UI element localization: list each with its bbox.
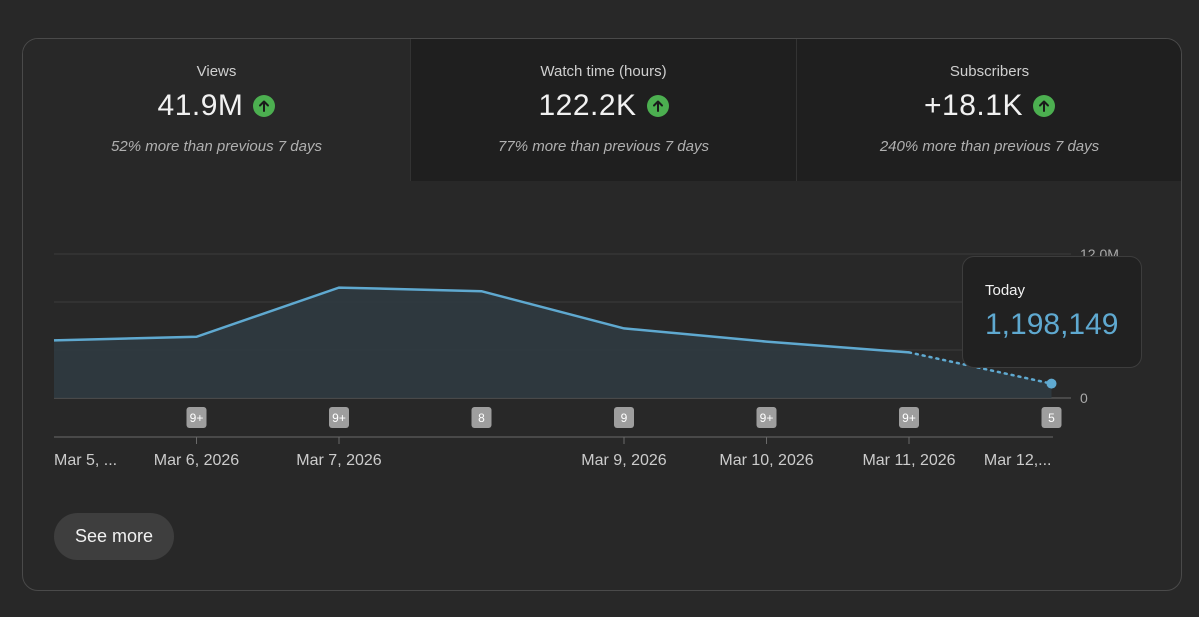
see-more-button[interactable]: See more [54, 513, 174, 560]
x-tick-label: Mar 5, ... [54, 452, 117, 469]
upload-marker-label: 9+ [760, 411, 774, 425]
x-tick-label: Mar 6, 2026 [154, 452, 239, 469]
x-tick-label: Mar 11, 2026 [862, 452, 955, 469]
upload-marker [329, 407, 349, 428]
area-fill [54, 287, 1052, 398]
x-tick-label: Mar 7, 2026 [296, 452, 381, 469]
series-line-partial [907, 351, 1053, 385]
tab-change: 77% more than previous 7 days [498, 138, 709, 155]
upload-marker [186, 407, 207, 428]
today-tooltip: Today 1,198,149 [962, 256, 1142, 368]
tab-change: 240% more than previous 7 days [879, 138, 1100, 155]
tab-label: Watch time (hours) [540, 63, 667, 80]
upload-marker-label: 8 [478, 411, 485, 425]
x-tick-label: Mar 10, 2026 [719, 452, 813, 469]
series-line [53, 286, 910, 354]
upload-marker [756, 407, 777, 428]
x-tick-label: Mar 9, 2026 [581, 452, 666, 469]
upload-marker [614, 407, 634, 428]
upload-marker-label: 9+ [190, 411, 204, 425]
tab-label: Views [196, 63, 237, 80]
upload-marker-label: 9+ [332, 411, 346, 425]
tab-value: 41.9M [157, 89, 244, 122]
arrow-up-icon [1032, 95, 1055, 117]
upload-marker [1041, 407, 1062, 428]
tab-value: 122.2K [538, 89, 637, 122]
tab-watch-time[interactable]: Watch time (hours) 122.2K 77% more than … [410, 39, 796, 181]
x-tick-label: Mar 12,... [984, 452, 1052, 469]
arrow-up-icon [646, 95, 669, 117]
arrow-up-icon [253, 95, 276, 117]
upload-marker-label: 9+ [902, 411, 916, 425]
tab-change: 52% more than previous 7 days [111, 138, 322, 155]
upload-marker [899, 407, 919, 428]
tooltip-label: Today [985, 282, 1026, 299]
upload-marker-label: 5 [1048, 411, 1055, 425]
tab-value: +18.1K [924, 89, 1023, 122]
upload-marker-label: 9 [621, 411, 628, 425]
tab-views[interactable]: Views 41.9M 52% more than previous 7 day… [23, 39, 410, 181]
upload-marker [471, 407, 492, 428]
tooltip-value: 1,198,149 [985, 308, 1119, 341]
y-tick-label: 0 [1080, 390, 1088, 406]
tab-subscribers[interactable]: Subscribers +18.1K 240% more than previo… [796, 39, 1181, 181]
tab-label: Subscribers [949, 63, 1030, 80]
metric-tabs: Views 41.9M 52% more than previous 7 day… [23, 39, 1181, 181]
data-point [1046, 378, 1057, 389]
